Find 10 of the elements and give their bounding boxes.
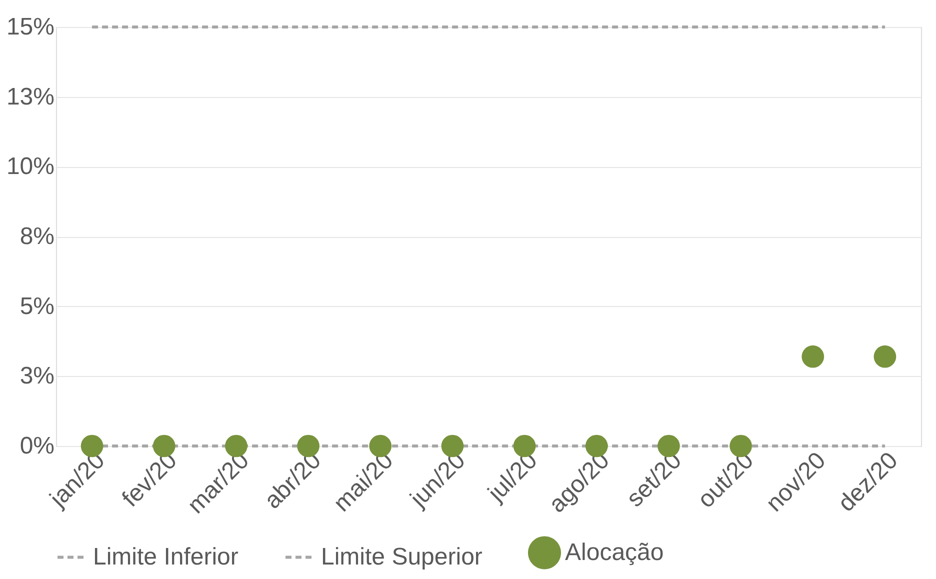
y-tick-label: 5% — [20, 292, 54, 320]
legend-label: Limite Inferior — [93, 543, 238, 570]
legend-label: Alocação — [565, 538, 664, 566]
legend-label: Limite Superior — [321, 543, 482, 570]
y-tick-label: 0% — [20, 432, 54, 460]
y-tick-label: 13% — [6, 83, 54, 110]
y-tick-label: 3% — [20, 362, 54, 390]
y-tick-label: 8% — [20, 223, 54, 250]
y-tick-label: 15% — [6, 14, 54, 40]
y-tick-label: 10% — [6, 153, 54, 180]
